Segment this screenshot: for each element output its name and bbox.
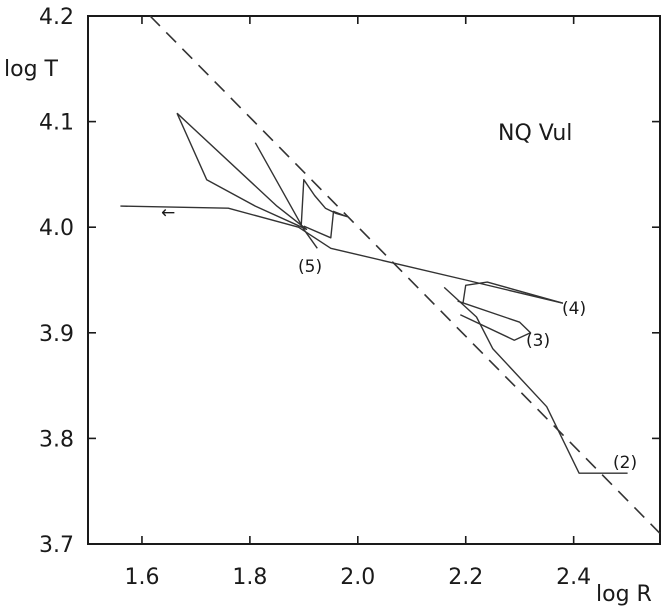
track-line-4 xyxy=(300,178,348,239)
y-tick-label: 4.2 xyxy=(39,5,74,30)
x-axis-label: log R xyxy=(596,582,652,607)
annotation-label: (4) xyxy=(562,299,586,319)
y-tick-label: 3.9 xyxy=(39,322,74,347)
track-line-3 xyxy=(254,142,318,249)
track-line-5 xyxy=(462,281,564,304)
y-tick-label: 3.8 xyxy=(39,427,74,452)
y-tick-label: 4.1 xyxy=(39,111,74,136)
axis-ticks xyxy=(88,15,660,545)
axis-labels: 1.6 1.8 2.0 2.2 2.4 3.7 3.8 3.9 4.0 4.1 4.2 xyxy=(39,5,591,590)
annotation-label: (3) xyxy=(526,331,550,351)
x-tick-label: 1.8 xyxy=(232,565,267,590)
x-tick-label: 2.0 xyxy=(340,565,375,590)
track-line-1 xyxy=(120,205,564,304)
x-tick-label: 1.6 xyxy=(124,565,159,590)
track-line-7 xyxy=(443,286,628,474)
track-line-2 xyxy=(176,112,308,231)
annotation-label: (2) xyxy=(613,453,637,473)
annotation-label: (5) xyxy=(298,257,322,277)
chart-title: NQ Vul xyxy=(498,121,572,146)
arrow-glyph: ← xyxy=(161,203,175,223)
series-layer xyxy=(120,15,661,534)
track-line-6 xyxy=(457,300,532,341)
dashed-reference-line-0 xyxy=(149,15,661,534)
y-axis-label: log T xyxy=(4,57,59,82)
x-tick-label: 2.4 xyxy=(556,565,591,590)
x-tick-label: 2.2 xyxy=(448,565,483,590)
plot-frame xyxy=(87,15,661,545)
y-tick-label: 4.0 xyxy=(39,216,74,241)
y-tick-label: 3.7 xyxy=(39,533,74,558)
